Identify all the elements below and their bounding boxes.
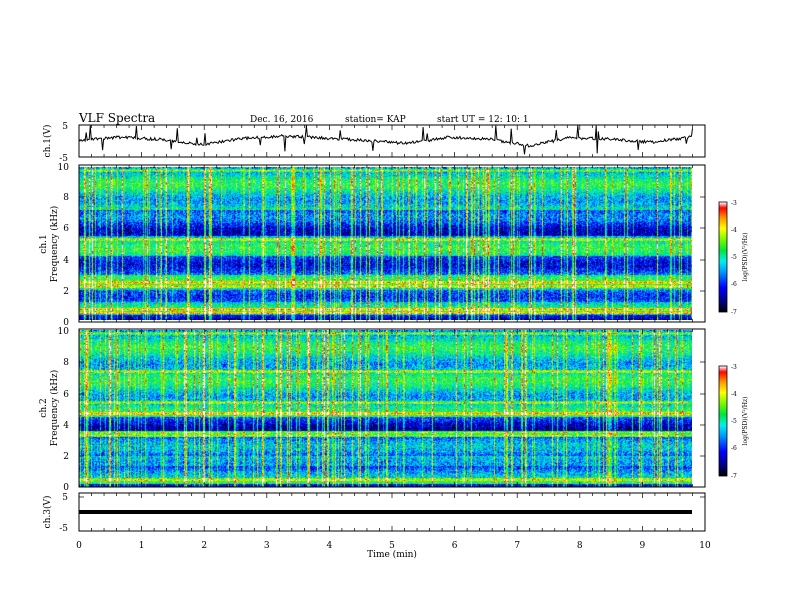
cb1-tick-7: -7 [731, 309, 737, 316]
spec2-ytick-10: 10 [58, 327, 70, 337]
cb2-label: log(PSD)(V²/Hz) [742, 397, 749, 446]
cb1-label: log(PSD)(V²/Hz) [742, 233, 749, 282]
ch3-ylabel: ch.3(V) [42, 496, 53, 529]
cb2-tick-4: -4 [731, 391, 737, 398]
ch1-ylabel: ch.1(V) [42, 125, 53, 158]
spec1-ytick-4: 4 [63, 256, 69, 266]
ch2-colorbar-image [719, 366, 727, 476]
x-tick-label-8: 8 [577, 541, 583, 551]
spec1-ylabel-frequency: Frequency (kHz) [49, 206, 60, 283]
x-axis-tick-labels: 0 1 2 3 4 5 6 7 8 9 10 [76, 541, 711, 551]
ch1-trace-line [78, 125, 693, 155]
x-axis-label: Time (min) [367, 549, 417, 560]
spec1-ticks [78, 164, 706, 323]
spec1-ytick-8: 8 [63, 193, 69, 203]
x-tick-label-0: 0 [76, 541, 82, 551]
spec2-ticks [78, 328, 706, 488]
ch1-waveform-ticks [78, 124, 706, 158]
spec2-ytick-4: 4 [63, 421, 69, 431]
spec1-ytick-0: 0 [63, 318, 69, 328]
ch1-spectrogram-image [79, 167, 692, 320]
header-date: Dec. 16, 2016 [250, 115, 314, 125]
cb1-tick-3: -3 [731, 200, 737, 207]
spec2-ytick-2: 2 [63, 452, 69, 462]
ch1-waveform-panel: 5 -5 ch.1(V) [42, 122, 706, 164]
spec2-ytick-6: 6 [63, 390, 69, 400]
x-tick-label-3: 3 [264, 541, 270, 551]
x-tick-label-4: 4 [327, 541, 333, 551]
spec2-ytick-0: 0 [63, 483, 69, 493]
ch3-waveform-ticks [78, 493, 706, 532]
header-start-time: start UT = 12: 10: 1 [437, 115, 529, 125]
cb2-tick-6: -6 [731, 445, 737, 452]
spec2-ytick-8: 8 [63, 358, 69, 368]
x-tick-label-6: 6 [452, 541, 458, 551]
spec2-ylabel-frequency: Frequency (kHz) [49, 370, 60, 447]
ch2-spectrogram-panel: 0 2 4 6 8 10 ch.2 Frequency (kHz) -3 -4 … [39, 327, 749, 493]
cb2-tick-7: -7 [731, 473, 737, 480]
spec1-ytick-6: 6 [63, 224, 69, 234]
cb1-tick-4: -4 [731, 227, 737, 234]
spec1-ylabel: ch.1 [39, 234, 49, 253]
x-tick-label-2: 2 [201, 541, 207, 551]
x-tick-label-9: 9 [640, 541, 646, 551]
ch1-ytick-bottom: -5 [59, 154, 68, 164]
spec2-ylabel: ch.2 [39, 398, 49, 417]
ch1-ytick-top: 5 [62, 122, 68, 132]
ch1-spectrogram-panel: 0 2 4 6 8 10 ch.1 Frequency (kHz) -3 -4 … [39, 163, 749, 328]
ch3-ytick-bottom: -5 [59, 524, 68, 534]
ch2-spectrogram-image [79, 330, 692, 487]
cb1-tick-5: -5 [731, 254, 737, 261]
ch3-ytick-top: 5 [62, 493, 68, 503]
ch3-waveform-panel: 5 -5 ch.3(V) [42, 492, 706, 534]
x-tick-label-7: 7 [514, 541, 520, 551]
x-tick-label-5: 5 [389, 541, 395, 551]
x-tick-label-10: 10 [699, 541, 711, 551]
figure-title: VLF Spectra [78, 111, 155, 125]
spec1-ytick-10: 10 [58, 163, 70, 173]
spec1-ytick-2: 2 [63, 287, 69, 297]
cb2-tick-3: -3 [731, 364, 737, 371]
ch1-colorbar-image [719, 202, 727, 312]
header-station: station= KAP [345, 115, 406, 125]
cb2-tick-5: -5 [731, 418, 737, 425]
x-tick-label-1: 1 [139, 541, 145, 551]
cb1-tick-6: -6 [731, 281, 737, 288]
